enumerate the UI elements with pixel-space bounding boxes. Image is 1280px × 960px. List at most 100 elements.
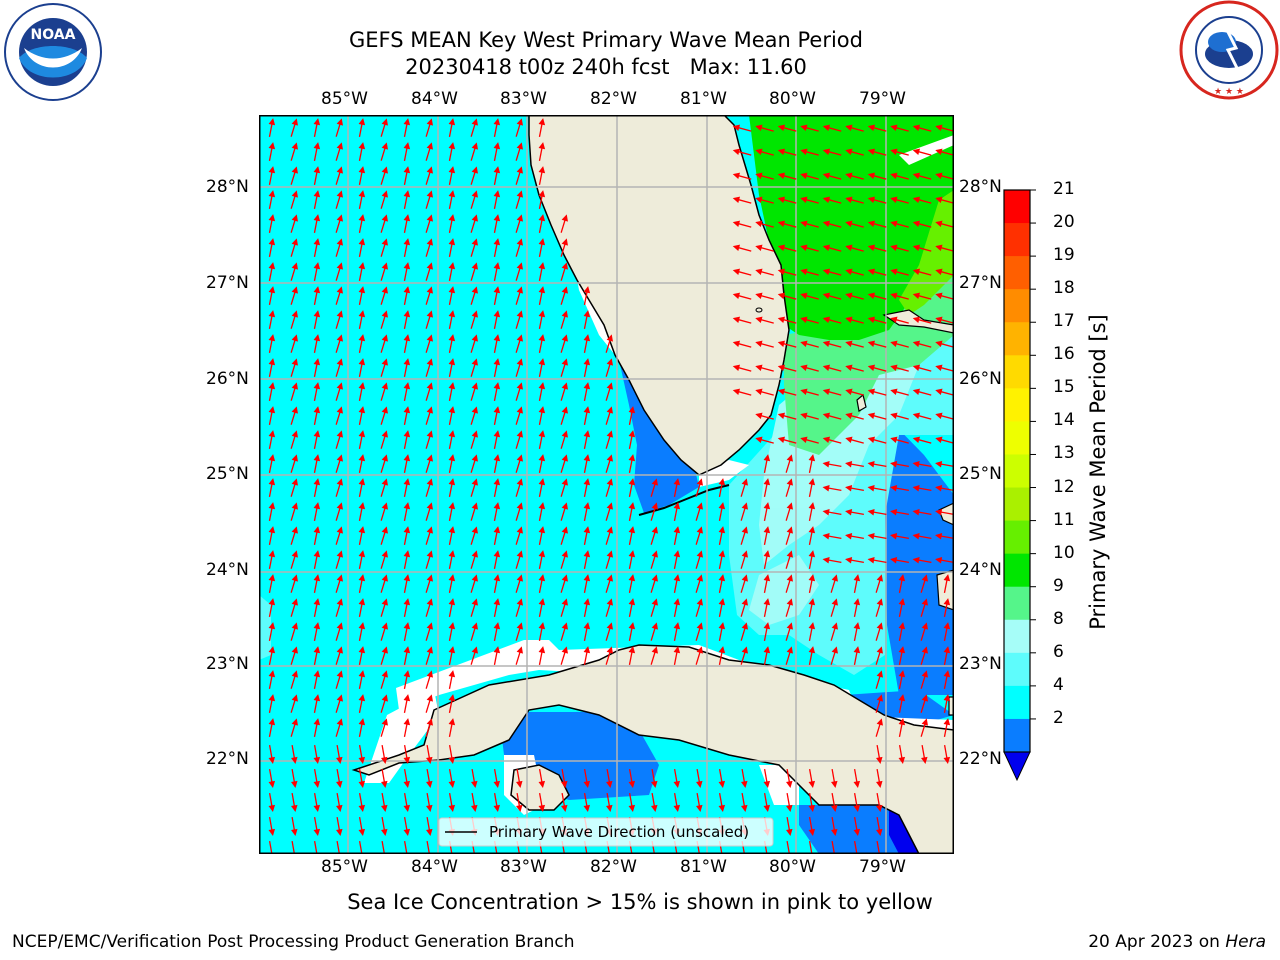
wave-direction-arrow: [808, 550, 816, 569]
wave-direction-arrow: [876, 793, 883, 812]
wave-direction-arrow: [560, 238, 568, 257]
wave-direction-arrow: [741, 793, 748, 812]
wave-direction-arrow: [268, 670, 276, 689]
colorbar-tick-label: 2: [1053, 707, 1064, 728]
wave-direction-arrow: [912, 172, 932, 180]
wave-direction-arrow: [800, 364, 819, 372]
wave-direction-arrow: [628, 793, 636, 812]
wave-direction-arrow: [335, 526, 343, 545]
wave-direction-arrow: [845, 436, 864, 444]
wave-direction-arrow: [673, 502, 681, 521]
wave-direction-arrow: [800, 172, 819, 180]
wave-direction-arrow: [935, 220, 954, 228]
wave-direction-arrow: [718, 478, 726, 497]
wave-direction-arrow: [876, 745, 883, 764]
wave-direction-arrow: [898, 694, 906, 713]
wave-direction-arrow: [515, 646, 523, 665]
wave-direction-arrow: [695, 598, 703, 617]
wave-direction-arrow: [425, 382, 433, 401]
wave-direction-arrow: [493, 190, 501, 209]
wave-direction-arrow: [425, 310, 433, 329]
wave-direction-arrow: [448, 358, 456, 377]
wave-direction-arrow: [822, 484, 842, 492]
wave-direction-arrow: [845, 124, 864, 132]
wave-direction-arrow: [845, 316, 864, 324]
wave-direction-arrow: [718, 526, 726, 545]
wave-direction-arrow: [875, 670, 883, 689]
lon-label-top: 85°W: [321, 89, 368, 109]
wave-direction-arrow: [875, 646, 883, 665]
wave-direction-arrow: [845, 292, 864, 300]
wave-direction-arrow: [335, 430, 343, 449]
svg-text:NOAA: NOAA: [31, 27, 76, 43]
wave-direction-arrow: [718, 574, 726, 593]
wave-direction-arrow: [808, 598, 816, 617]
wave-direction-arrow: [560, 526, 568, 545]
wave-direction-arrow: [448, 745, 456, 764]
wave-direction-arrow: [380, 694, 388, 713]
wave-direction-arrow: [470, 238, 478, 257]
wave-direction-arrow: [890, 460, 909, 468]
wave-direction-arrow: [313, 718, 321, 737]
wave-direction-arrow: [335, 334, 343, 353]
wave-direction-arrow: [935, 388, 954, 396]
wave-direction-arrow: [403, 142, 411, 161]
wave-direction-arrow: [695, 622, 703, 641]
wave-direction-arrow: [538, 142, 546, 161]
colorbar-segment: [1004, 454, 1030, 489]
colorbar-tick-label: 12: [1053, 476, 1075, 497]
wave-direction-arrow: [335, 574, 343, 593]
wave-direction-arrow: [515, 214, 523, 233]
wave-direction-arrow: [800, 148, 819, 156]
wave-direction-arrow: [538, 793, 546, 812]
wave-direction-arrow: [448, 262, 456, 281]
wave-direction-arrow: [912, 412, 932, 420]
wave-direction-arrow: [470, 118, 478, 137]
wave-direction-arrow: [560, 430, 568, 449]
wave-direction-arrow: [313, 769, 321, 788]
wave-direction-arrow: [538, 214, 546, 233]
wave-direction-arrow: [628, 430, 636, 449]
wave-direction-arrow: [740, 598, 748, 617]
colorbar: [1003, 189, 1036, 782]
wave-direction-arrow: [470, 622, 478, 641]
footer-host: Hera: [1225, 932, 1266, 952]
wave-direction-arrow: [695, 526, 703, 545]
wave-direction-arrow: [935, 268, 954, 276]
lat-label-left: 25°N: [206, 464, 249, 484]
wave-direction-arrow: [867, 244, 887, 252]
wave-direction-arrow: [403, 526, 411, 545]
wave-direction-arrow: [605, 478, 613, 497]
wave-direction-arrow: [426, 793, 433, 812]
lon-label-bottom: 84°W: [411, 857, 458, 877]
wave-direction-arrow: [425, 574, 433, 593]
wave-direction-arrow: [268, 454, 276, 473]
wave-direction-arrow: [875, 718, 883, 737]
wave-direction-arrow: [777, 364, 797, 372]
wave-direction-arrow: [890, 484, 909, 492]
wave-direction-arrow: [935, 532, 954, 540]
wave-direction-arrow: [920, 622, 928, 641]
wave-direction-arrow: [755, 172, 774, 180]
sea-ice-caption: Sea Ice Concentration > 15% is shown in …: [347, 890, 933, 914]
wave-direction-arrow: [403, 745, 411, 764]
wave-direction-arrow: [605, 574, 613, 593]
wave-direction-arrow: [290, 118, 298, 137]
wave-direction-arrow: [448, 598, 456, 617]
wave-direction-arrow: [335, 502, 343, 521]
colorbar-tick-label: 10: [1053, 542, 1075, 563]
wave-direction-arrow: [628, 574, 636, 593]
wave-direction-arrow: [943, 598, 951, 617]
wave-direction-arrow: [800, 268, 819, 276]
wave-direction-arrow: [628, 526, 636, 545]
wave-direction-arrow: [290, 622, 298, 641]
map-grid: [259, 115, 954, 854]
wave-direction-arrow: [470, 502, 478, 521]
wave-direction-arrow: [830, 574, 838, 593]
wave-direction-arrow: [515, 142, 523, 161]
wave-direction-arrow: [448, 622, 456, 641]
wave-direction-arrow: [380, 526, 388, 545]
wave-direction-arrow: [538, 238, 546, 257]
wave-direction-arrow: [515, 502, 523, 521]
wave-direction-arrow: [470, 382, 478, 401]
